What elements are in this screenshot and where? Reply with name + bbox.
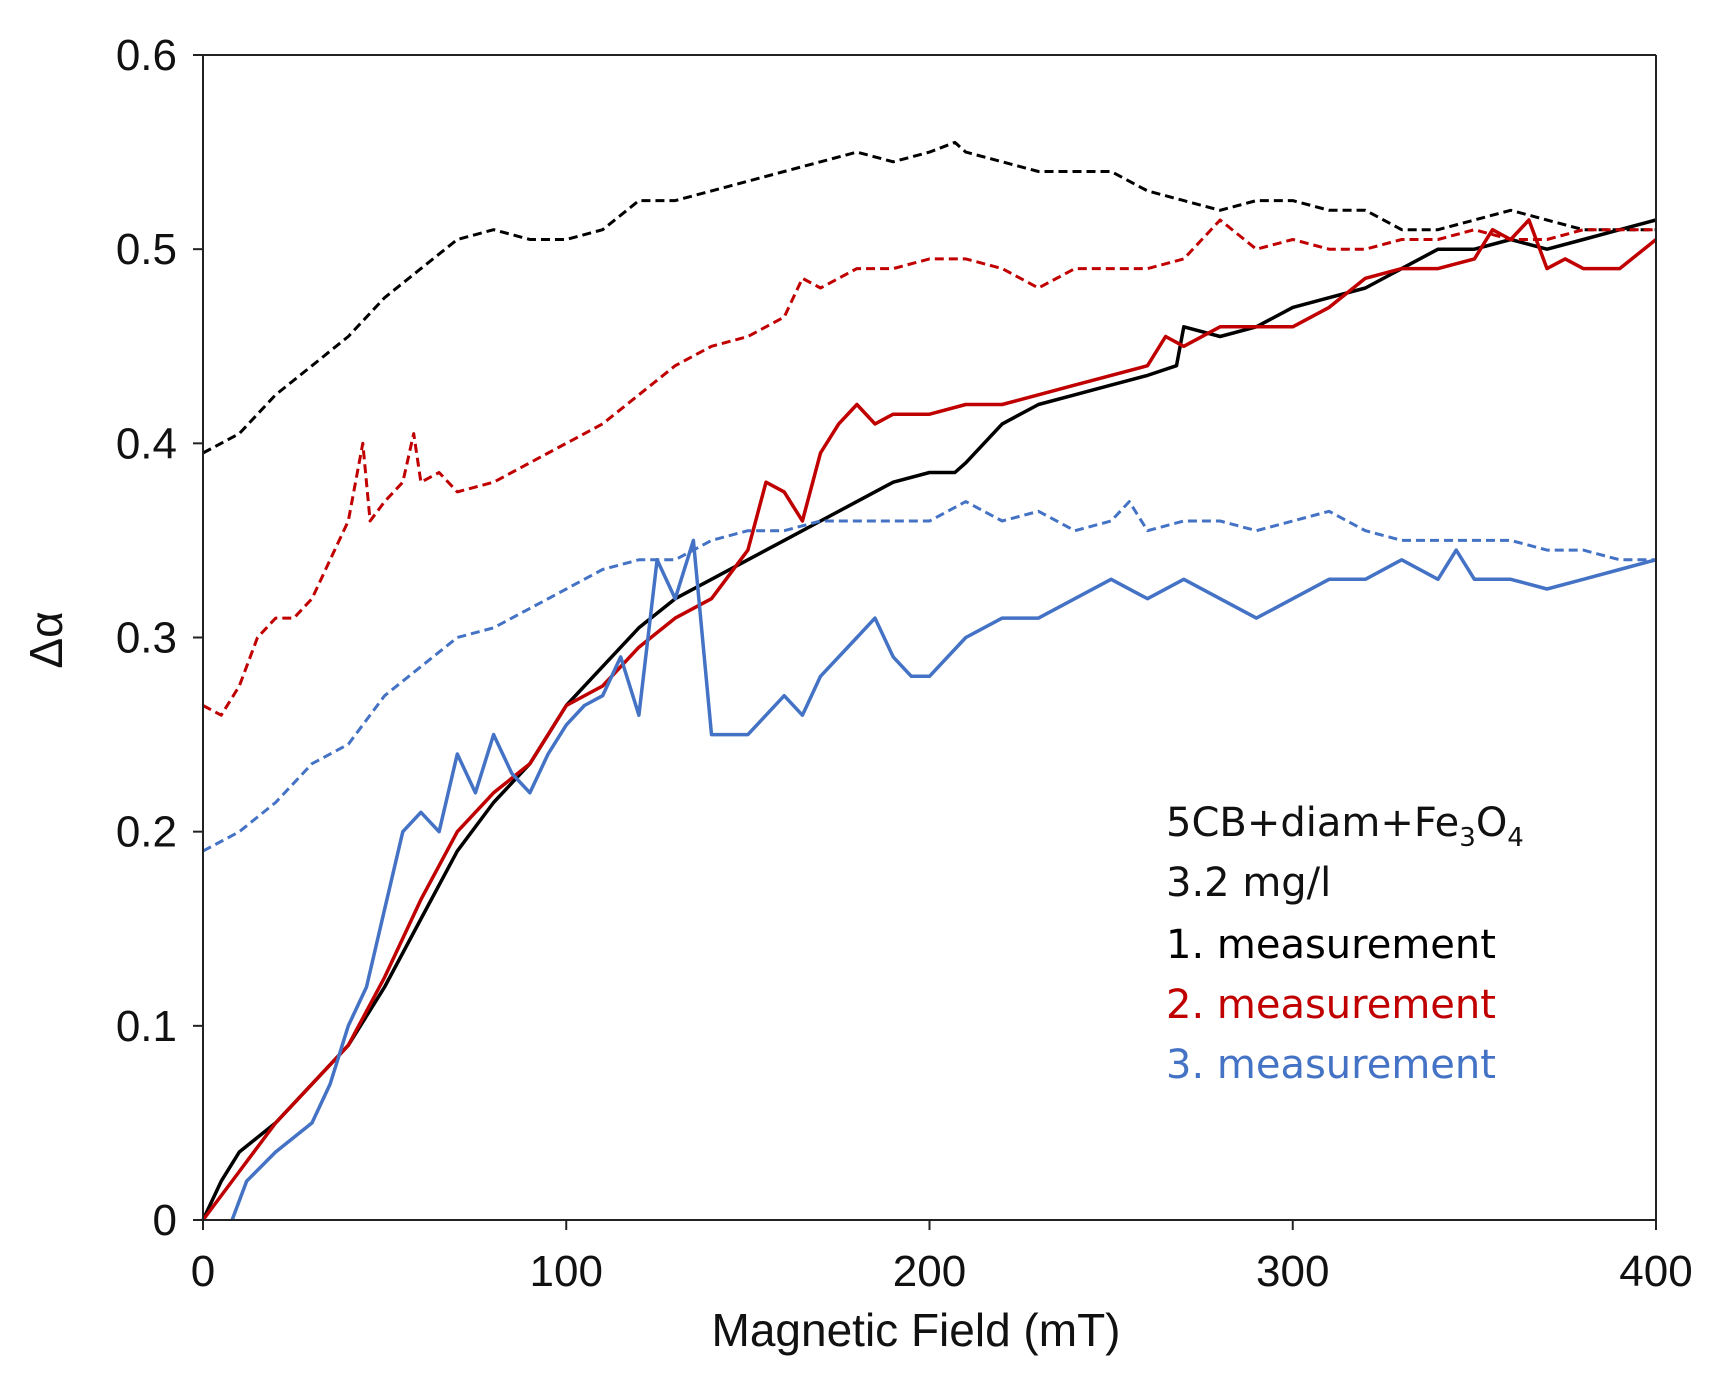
series-line-5 — [230, 538, 1657, 1221]
legend-item-1: 1. measurement — [1166, 922, 1496, 968]
series-layer — [201, 140, 1658, 1222]
legend-item-2: 2. measurement — [1166, 982, 1496, 1028]
series-line-6 — [202, 500, 1656, 853]
x-tick-label: 100 — [530, 1247, 603, 1296]
y-tick-label: 0 — [153, 1196, 177, 1245]
y-axis-title: Δα — [20, 611, 72, 668]
y-tick-label: 0.2 — [116, 808, 177, 857]
annotation-sample-sub1: 3 — [1459, 823, 1476, 853]
x-tick-label: 0 — [191, 1247, 215, 1296]
series-line-2 — [202, 140, 1656, 455]
y-tick-label: 0.5 — [116, 225, 177, 274]
x-tick-label: 200 — [893, 1247, 966, 1296]
y-tick-label: 0.1 — [116, 1002, 177, 1051]
legend-item-3: 3. measurement — [1166, 1042, 1496, 1088]
y-tick-label: 0.6 — [116, 31, 177, 80]
ticks: 0 0.1 0.2 0.3 0.4 0.5 0.6 0 100 200 300 400 — [116, 31, 1693, 1296]
x-tick-label: 300 — [1256, 1247, 1329, 1296]
series-line-4 — [202, 218, 1656, 717]
annotation-sample-sub2: 4 — [1507, 823, 1524, 853]
y-tick-label: 0.3 — [116, 614, 177, 663]
x-axis-title: Magnetic Field (mT) — [712, 1304, 1121, 1356]
y-tick-label: 0.4 — [116, 419, 177, 468]
series-line-3 — [201, 218, 1658, 1222]
legend: 5CB+diam+Fe3O4 3.2 mg/l 1. measurement 2… — [1166, 800, 1524, 1088]
annotation-sample-mid: O — [1476, 800, 1507, 846]
annotation-sample: 5CB+diam+Fe3O4 — [1166, 800, 1524, 853]
x-tick-label: 400 — [1619, 1247, 1692, 1296]
annotation-sample-prefix: 5CB+diam+Fe — [1166, 800, 1459, 846]
annotation-concentration: 3.2 mg/l — [1166, 860, 1331, 906]
